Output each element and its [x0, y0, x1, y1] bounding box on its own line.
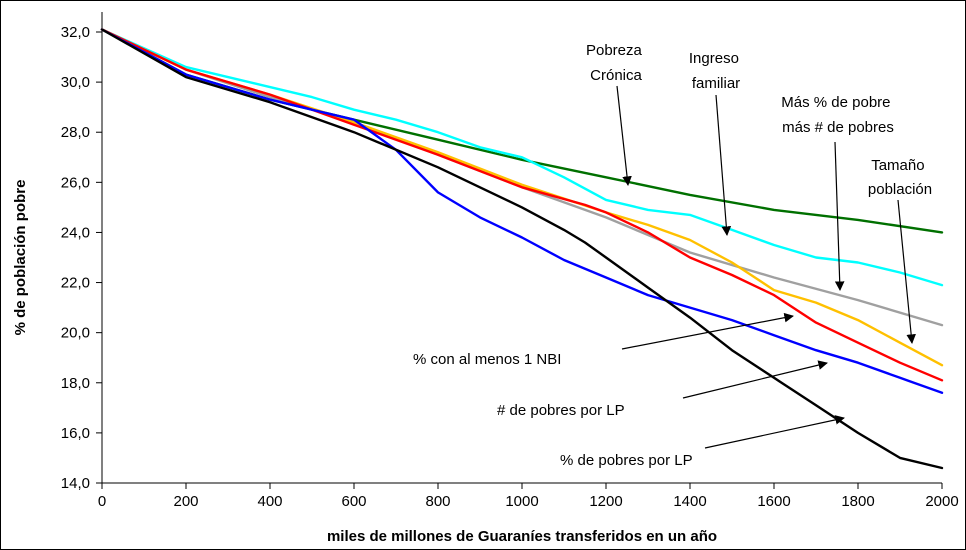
annotation-nbi: % con al menos 1 NBI [413, 351, 561, 368]
series-layer [100, 28, 944, 470]
x-tick-label: 800 [425, 493, 450, 510]
series-line-de-pobres-por-lp [100, 28, 944, 394]
y-tick-label: 20,0 [61, 325, 90, 342]
annotation-pobres-lp: # de pobres por LP [497, 402, 625, 419]
y-tick-label: 30,0 [61, 74, 90, 91]
arrow-tamano-poblacion [897, 199, 916, 344]
arrow-ingreso-familiar [715, 94, 732, 236]
x-tick-label: 1600 [757, 493, 790, 510]
x-tick-label: 2000 [925, 493, 958, 510]
annotation-pct-pobres-lp: % de pobres por LP [560, 452, 693, 469]
arrow-pobreza-cronica [616, 85, 632, 186]
series-line-mas-de-pobre-mas-de-pobres [100, 28, 944, 327]
annotation-tamano-poblacion: Tamaño población [868, 157, 932, 198]
x-tick-label: 1200 [589, 493, 622, 510]
arrow-nbi [621, 312, 794, 350]
annotation-pobreza-cronica: Pobreza Crónica [586, 42, 646, 84]
annotation-ingreso-familiar: Ingreso familiar [689, 50, 743, 92]
annotation-mas-pobre: Más % de pobre más # de pobres [781, 94, 894, 136]
y-tick-label: 22,0 [61, 275, 90, 292]
y-tick-label: 32,0 [61, 24, 90, 41]
x-tick-label: 600 [341, 493, 366, 510]
series-line-ingreso-familiar [100, 28, 944, 287]
y-tick-label: 24,0 [61, 224, 90, 241]
annotation-layer: Pobreza Crónica Ingreso familiar Más % d… [413, 42, 932, 469]
y-tick-label: 28,0 [61, 124, 90, 141]
series-line-de-pobres-por-lp [100, 28, 944, 470]
y-axis-title: % de población pobre [12, 180, 29, 336]
x-tick-label: 0 [98, 493, 106, 510]
series-line-con-al-menos-1-nbi [100, 28, 944, 382]
y-tick-label: 14,0 [61, 475, 90, 492]
arrow-pct-pobres-lp [704, 415, 845, 449]
series-line-tamano-poblacion [100, 28, 944, 367]
x-axis-title: miles de millones de Guaraníes transferi… [327, 528, 717, 545]
x-tick-label: 200 [173, 493, 198, 510]
x-tick-label: 1800 [841, 493, 874, 510]
y-tick-label: 18,0 [61, 375, 90, 392]
arrow-layer [616, 85, 916, 449]
axes: 14,0 16,0 18,0 20,0 22,0 24,0 26,0 28,0 30,0 32,0… [12, 12, 959, 545]
arrow-mas-pobre [834, 141, 845, 291]
x-tick-label: 1400 [673, 493, 706, 510]
arrow-pobres-lp [682, 360, 828, 399]
y-tick-label: 26,0 [61, 174, 90, 191]
x-tick-label: 400 [257, 493, 282, 510]
y-tick-label: 16,0 [61, 425, 90, 442]
x-tick-label: 1000 [505, 493, 538, 510]
